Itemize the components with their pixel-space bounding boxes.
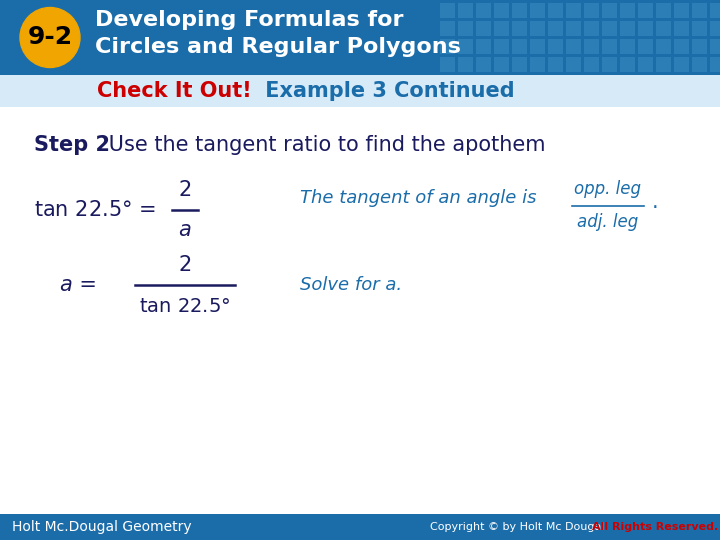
FancyBboxPatch shape [0,514,720,540]
Text: adj. leg: adj. leg [577,213,639,231]
Circle shape [20,8,80,68]
Text: opp. leg: opp. leg [575,180,642,198]
Text: Check It Out!: Check It Out! [97,81,252,101]
FancyBboxPatch shape [458,39,473,54]
FancyBboxPatch shape [476,21,491,36]
FancyBboxPatch shape [674,57,689,72]
FancyBboxPatch shape [440,3,455,18]
FancyBboxPatch shape [494,3,509,18]
FancyBboxPatch shape [710,39,720,54]
Text: Circles and Regular Polygons: Circles and Regular Polygons [95,37,461,57]
Text: 2: 2 [179,180,192,200]
FancyBboxPatch shape [656,3,671,18]
FancyBboxPatch shape [674,3,689,18]
FancyBboxPatch shape [512,57,527,72]
FancyBboxPatch shape [710,57,720,72]
FancyBboxPatch shape [692,39,707,54]
Text: 2: 2 [179,255,192,275]
Text: tan 22.5$\mathregular{°}$ =: tan 22.5$\mathregular{°}$ = [34,200,156,220]
FancyBboxPatch shape [458,21,473,36]
FancyBboxPatch shape [512,21,527,36]
FancyBboxPatch shape [692,21,707,36]
FancyBboxPatch shape [530,3,545,18]
FancyBboxPatch shape [584,57,599,72]
FancyBboxPatch shape [638,39,653,54]
FancyBboxPatch shape [602,57,617,72]
FancyBboxPatch shape [602,39,617,54]
FancyBboxPatch shape [0,75,720,107]
FancyBboxPatch shape [566,21,581,36]
FancyBboxPatch shape [440,57,455,72]
Text: Example 3 Continued: Example 3 Continued [258,81,515,101]
FancyBboxPatch shape [602,21,617,36]
Text: The tangent of an angle is: The tangent of an angle is [300,189,536,207]
FancyBboxPatch shape [566,57,581,72]
FancyBboxPatch shape [548,3,563,18]
FancyBboxPatch shape [548,21,563,36]
FancyBboxPatch shape [656,57,671,72]
Text: Use the tangent ratio to find the apothem: Use the tangent ratio to find the apothe… [102,135,546,155]
FancyBboxPatch shape [656,21,671,36]
FancyBboxPatch shape [620,57,635,72]
FancyBboxPatch shape [710,21,720,36]
FancyBboxPatch shape [530,57,545,72]
FancyBboxPatch shape [692,57,707,72]
Text: a =: a = [60,275,97,295]
Text: All Rights Reserved.: All Rights Reserved. [592,522,719,532]
FancyBboxPatch shape [620,21,635,36]
FancyBboxPatch shape [548,39,563,54]
FancyBboxPatch shape [476,57,491,72]
FancyBboxPatch shape [584,39,599,54]
FancyBboxPatch shape [530,39,545,54]
FancyBboxPatch shape [476,3,491,18]
FancyBboxPatch shape [494,21,509,36]
Text: Copyright © by Holt Mc Dougal.: Copyright © by Holt Mc Dougal. [430,522,608,532]
FancyBboxPatch shape [584,3,599,18]
FancyBboxPatch shape [638,21,653,36]
Text: Developing Formulas for: Developing Formulas for [95,10,403,30]
FancyBboxPatch shape [638,3,653,18]
FancyBboxPatch shape [440,39,455,54]
Text: .: . [652,192,659,212]
Text: Holt Mc.Dougal Geometry: Holt Mc.Dougal Geometry [12,520,192,534]
FancyBboxPatch shape [602,3,617,18]
FancyBboxPatch shape [530,21,545,36]
FancyBboxPatch shape [476,39,491,54]
FancyBboxPatch shape [512,3,527,18]
FancyBboxPatch shape [674,21,689,36]
Text: Solve for a.: Solve for a. [300,276,402,294]
FancyBboxPatch shape [584,21,599,36]
FancyBboxPatch shape [692,3,707,18]
FancyBboxPatch shape [0,0,720,75]
FancyBboxPatch shape [674,39,689,54]
FancyBboxPatch shape [566,39,581,54]
Text: Step 2: Step 2 [34,135,110,155]
FancyBboxPatch shape [710,3,720,18]
FancyBboxPatch shape [458,57,473,72]
FancyBboxPatch shape [458,3,473,18]
Text: 9-2: 9-2 [27,25,73,50]
FancyBboxPatch shape [638,57,653,72]
Text: a: a [179,220,192,240]
FancyBboxPatch shape [620,39,635,54]
FancyBboxPatch shape [512,39,527,54]
FancyBboxPatch shape [620,3,635,18]
FancyBboxPatch shape [548,57,563,72]
FancyBboxPatch shape [494,39,509,54]
Text: tan 22.5$\mathregular{°}$: tan 22.5$\mathregular{°}$ [139,298,230,316]
FancyBboxPatch shape [656,39,671,54]
FancyBboxPatch shape [494,57,509,72]
FancyBboxPatch shape [566,3,581,18]
FancyBboxPatch shape [440,21,455,36]
